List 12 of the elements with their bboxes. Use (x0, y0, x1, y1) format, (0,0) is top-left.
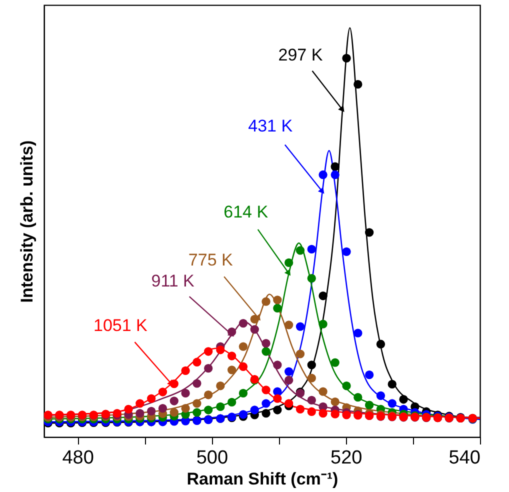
x-tick-label: 540 (448, 448, 480, 468)
annotation: 297 K (278, 46, 324, 65)
y-axis-title: Intensity (arb. units) (18, 140, 36, 303)
x-axis-title: Raman Shift (cm⁻¹) (186, 470, 338, 488)
annotation: 775 K (188, 250, 234, 270)
x-tick-label: 520 (330, 448, 362, 468)
x-tick-label: 500 (196, 448, 228, 468)
annotation: 1051 K (94, 316, 148, 335)
annotation: 614 K (224, 202, 269, 222)
annotation: 911 K (151, 272, 196, 291)
annotation: 431 K (248, 116, 294, 136)
x-tick-label: 480 (62, 448, 94, 468)
